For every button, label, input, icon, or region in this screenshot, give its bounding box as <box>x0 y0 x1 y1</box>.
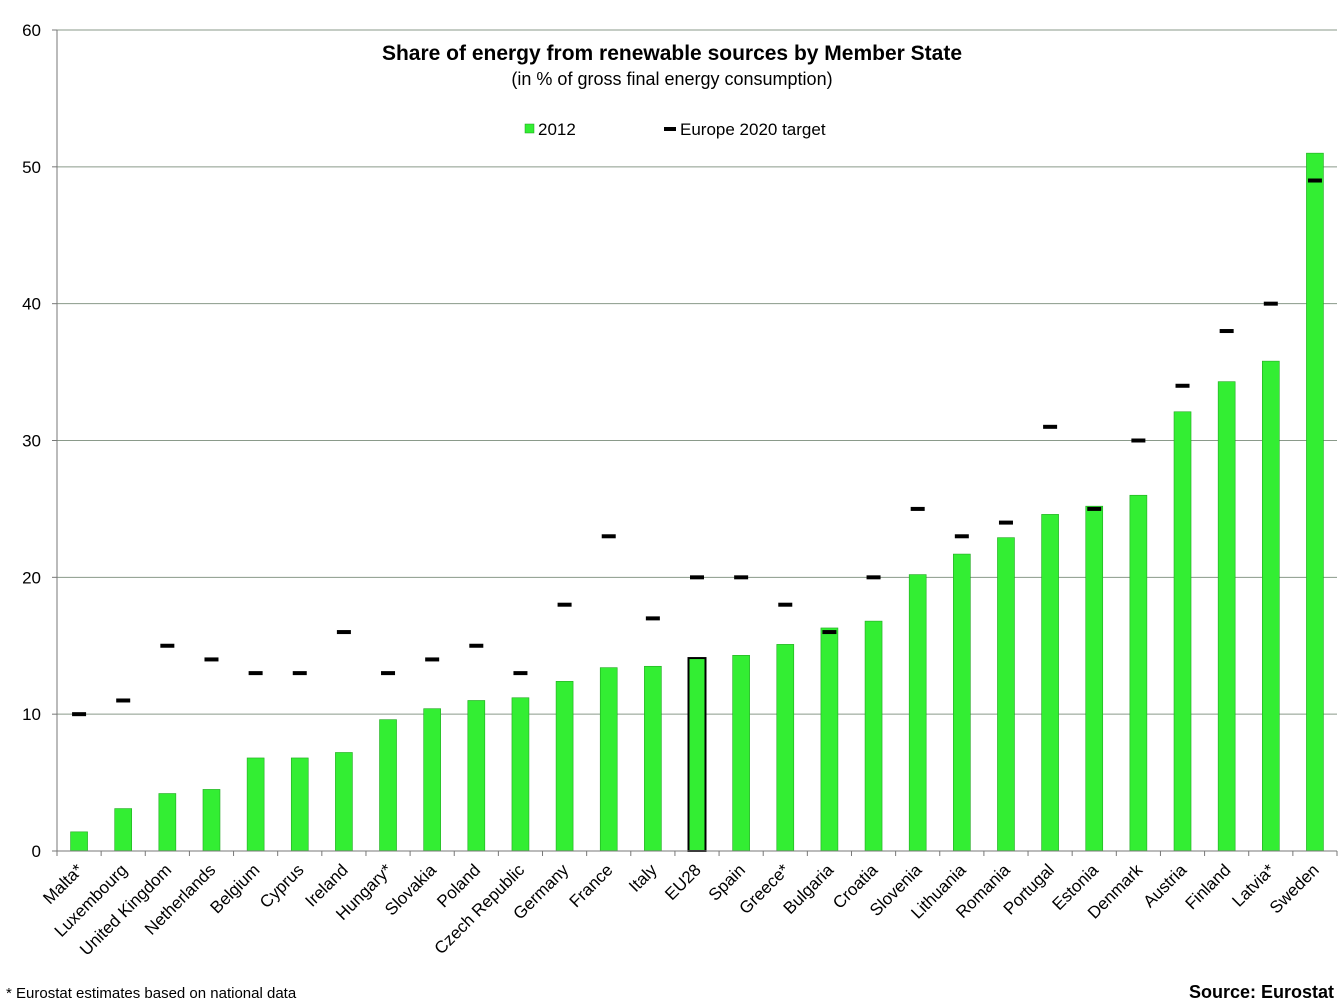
bar <box>555 681 574 852</box>
legend-bar-swatch <box>524 123 535 134</box>
chart-title: Share of energy from renewable sources b… <box>382 42 962 65</box>
y-tick-label: 10 <box>22 705 41 724</box>
target-marker <box>160 643 175 648</box>
bar <box>423 708 441 852</box>
bar <box>1217 381 1236 852</box>
y-tick-label: 50 <box>22 158 41 177</box>
chart-subtitle: (in % of gross final energy consumption) <box>511 69 832 89</box>
target-marker <box>204 657 219 662</box>
legend-marker-label: Europe 2020 target <box>680 120 826 139</box>
x-tick-label: Sweden <box>1266 860 1323 917</box>
legend-marker-swatch <box>664 127 676 131</box>
target-marker <box>336 630 351 635</box>
bar <box>1173 411 1192 852</box>
target-marker <box>557 602 572 607</box>
bar <box>70 831 88 852</box>
bar <box>908 574 927 852</box>
x-tick-label: Italy <box>625 860 661 896</box>
bar <box>1085 505 1104 852</box>
target-marker <box>1307 178 1322 183</box>
bar <box>599 667 618 852</box>
bar <box>1261 360 1280 852</box>
target-marker <box>734 575 749 580</box>
bar <box>1129 494 1148 852</box>
bar <box>158 793 177 852</box>
bar <box>246 757 265 852</box>
x-tick-label: Cyprus <box>256 860 308 912</box>
y-tick-label: 30 <box>22 432 41 451</box>
bar <box>953 553 971 852</box>
target-marker <box>469 643 484 648</box>
bar <box>1306 152 1324 852</box>
target-marker <box>954 534 969 539</box>
y-tick-label: 60 <box>22 21 41 40</box>
bar <box>997 537 1015 852</box>
axes <box>52 29 1338 856</box>
legend-bar-label: 2012 <box>538 120 576 139</box>
legend: 2012 Europe 2020 target <box>524 120 826 139</box>
target-marker <box>778 602 793 607</box>
bar <box>1041 514 1059 852</box>
target-marker <box>1175 383 1190 388</box>
target-marker <box>381 671 396 676</box>
bar <box>114 808 133 852</box>
target-marker <box>1219 329 1234 334</box>
bar <box>335 752 353 852</box>
target-marker <box>822 630 837 635</box>
target-marker <box>513 671 528 676</box>
x-tick-label: EU28 <box>661 860 705 904</box>
target-marker <box>910 506 925 511</box>
footnote: * Eurostat estimates based on national d… <box>6 985 297 1002</box>
target-marker <box>1131 438 1146 443</box>
y-tick-label: 40 <box>22 295 41 314</box>
x-tick-label: Austria <box>1139 860 1190 911</box>
bar <box>820 627 839 852</box>
x-tick-label: France <box>566 860 617 911</box>
target-marker <box>1263 301 1278 306</box>
bar <box>202 789 221 852</box>
bar <box>644 665 662 852</box>
bar <box>467 700 486 852</box>
target-marker <box>866 575 881 580</box>
bar <box>511 697 530 852</box>
bar <box>732 655 750 852</box>
gridlines <box>57 29 1337 715</box>
bar <box>379 719 397 852</box>
bar <box>776 644 795 852</box>
bars <box>70 152 1324 852</box>
target-marker <box>998 520 1013 525</box>
target-marker <box>116 698 131 703</box>
y-tick-labels: 0 10 20 30 40 50 60 <box>22 21 41 861</box>
target-marker <box>1043 424 1058 429</box>
target-marker <box>425 657 440 662</box>
bar <box>290 757 309 852</box>
target-marker <box>1087 506 1102 511</box>
target-marker <box>601 534 616 539</box>
target-marker <box>248 671 263 676</box>
y-tick-label: 20 <box>22 568 41 587</box>
target-marker <box>645 616 660 621</box>
y-tick-label: 0 <box>32 842 41 861</box>
bar <box>687 657 707 852</box>
bar <box>864 620 883 852</box>
x-tick-label: Belgium <box>207 860 264 917</box>
x-tick-label: Bulgaria <box>780 860 838 918</box>
target-marker <box>690 575 704 580</box>
x-tick-label: Finland <box>1182 860 1235 913</box>
source-label: Source: Eurostat <box>1188 982 1334 1002</box>
target-marker <box>72 712 87 717</box>
target-markers <box>72 178 1322 717</box>
target-marker <box>292 671 307 676</box>
